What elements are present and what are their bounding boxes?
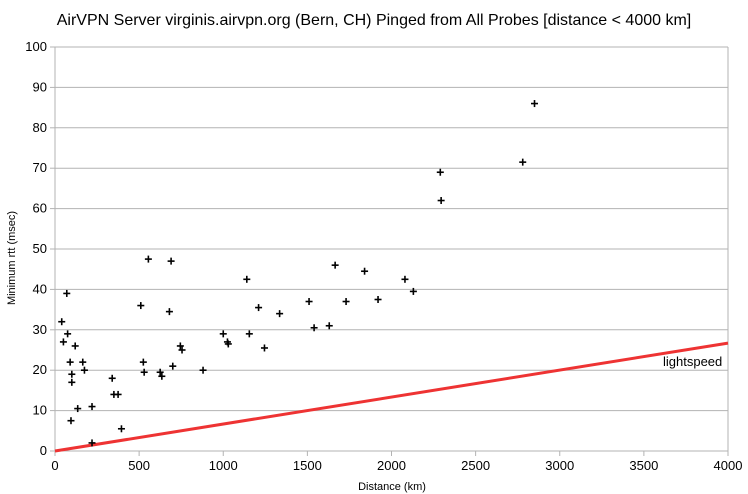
y-tick-label: 50: [33, 241, 47, 256]
data-point: [199, 366, 207, 374]
data-point: [79, 358, 87, 366]
y-tick-label: 30: [33, 322, 47, 337]
chart-title: AirVPN Server virginis.airvpn.org (Bern,…: [56, 12, 692, 29]
data-point: [80, 366, 88, 374]
data-point: [108, 374, 116, 382]
data-points: [58, 100, 539, 447]
data-point: [137, 302, 145, 310]
x-tick-label: 500: [128, 458, 150, 473]
y-tick-label: 100: [25, 39, 47, 54]
data-point: [255, 304, 263, 312]
data-point: [219, 330, 227, 338]
data-point: [88, 403, 96, 411]
data-point: [310, 324, 318, 332]
data-point: [437, 197, 445, 205]
data-point: [436, 168, 444, 176]
y-tick-label: 90: [33, 79, 47, 94]
gridlines: [55, 46, 728, 452]
data-point: [169, 362, 177, 370]
data-point: [409, 287, 417, 295]
data-point: [74, 405, 82, 413]
data-point: [178, 346, 186, 354]
x-tick-label: 2000: [377, 458, 406, 473]
data-point: [114, 390, 122, 398]
y-tick-label: 80: [33, 120, 47, 135]
x-tick-label: 1000: [209, 458, 238, 473]
data-point: [67, 417, 75, 425]
y-tick-label: 40: [33, 281, 47, 296]
y-tick-label: 10: [33, 403, 47, 418]
data-point: [167, 257, 175, 265]
data-point: [519, 158, 527, 166]
data-point: [531, 100, 539, 108]
data-point: [140, 368, 148, 376]
y-tick-labels: 0 10 20 30 40 50 60 70 80 90 100: [25, 39, 47, 458]
data-point: [224, 340, 232, 348]
data-point: [245, 330, 253, 338]
y-tick-label: 20: [33, 362, 47, 377]
data-point: [243, 275, 251, 283]
data-point: [305, 298, 313, 306]
data-point: [66, 358, 74, 366]
data-point: [71, 342, 79, 350]
data-point: [342, 298, 350, 306]
y-tick-label: 0: [40, 443, 47, 458]
x-tick-label: 1500: [293, 458, 322, 473]
lightspeed-line: [54, 341, 729, 453]
data-point: [176, 342, 184, 350]
data-point: [165, 308, 173, 316]
data-point: [331, 261, 339, 269]
x-axis-label: Distance (km): [358, 481, 426, 493]
data-point: [361, 267, 369, 275]
data-point: [156, 368, 164, 376]
lightspeed-label: lightspeed: [663, 354, 722, 369]
x-tick-label: 4000: [714, 458, 743, 473]
data-point: [58, 318, 66, 326]
x-tick-label: 0: [51, 458, 58, 473]
x-tick-label: 2500: [461, 458, 490, 473]
data-point: [64, 330, 72, 338]
axes: [50, 46, 729, 456]
data-point: [325, 322, 333, 330]
data-point: [374, 296, 382, 303]
data-point: [401, 275, 409, 283]
data-point: [144, 255, 152, 263]
data-point: [139, 358, 147, 366]
y-tick-label: 60: [33, 201, 47, 216]
data-point: [68, 378, 76, 386]
data-point: [59, 338, 67, 346]
data-point: [276, 310, 284, 318]
data-point: [68, 370, 76, 378]
data-point: [117, 425, 125, 433]
data-point: [260, 344, 268, 352]
data-point: [158, 372, 166, 380]
data-point: [88, 439, 96, 447]
y-axis-label: Minimum rtt (msec): [6, 211, 18, 305]
x-tick-label: 3000: [545, 458, 574, 473]
reference-line-layer: [54, 341, 729, 453]
x-tick-labels: 0 500 1000 1500 2000 2500 3000 3500 4000: [51, 458, 742, 473]
x-tick-label: 3500: [629, 458, 658, 473]
y-tick-label: 70: [33, 160, 47, 175]
data-point: [63, 289, 71, 297]
